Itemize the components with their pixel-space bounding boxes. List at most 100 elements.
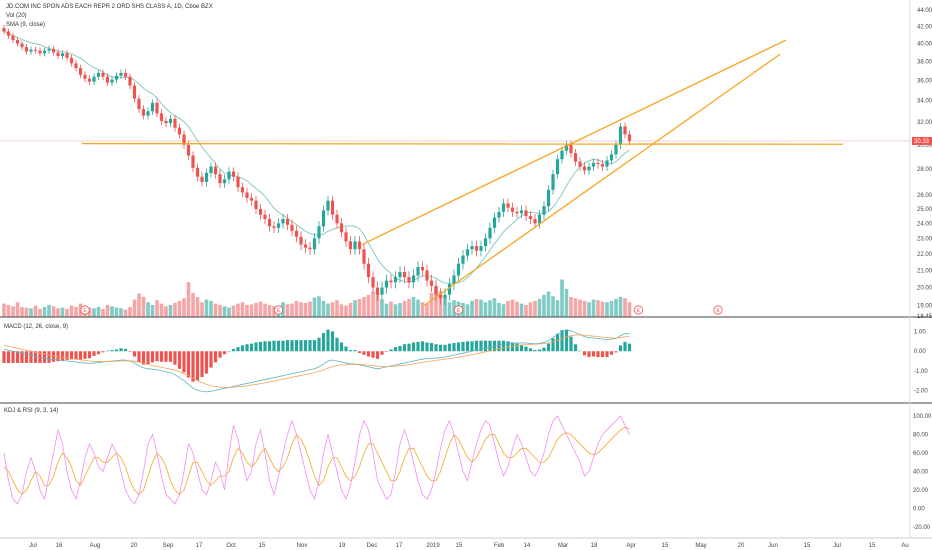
candle-body[interactable] [371, 277, 375, 288]
candle-body[interactable] [249, 197, 254, 201]
candle-body[interactable] [294, 230, 299, 237]
candle-body[interactable] [195, 167, 200, 177]
candle-body[interactable] [240, 187, 245, 193]
candle-body[interactable] [276, 223, 281, 228]
candle-body[interactable] [168, 118, 173, 124]
trendline[interactable] [81, 142, 844, 145]
candle-body[interactable] [29, 49, 33, 52]
candle-body[interactable] [236, 176, 240, 188]
earnings-marker-icon[interactable] [713, 305, 723, 315]
candle-body[interactable] [20, 43, 24, 48]
candle-body[interactable] [69, 57, 74, 64]
candle-body[interactable] [609, 154, 614, 161]
candle-body[interactable] [128, 76, 132, 86]
candle-body[interactable] [209, 166, 213, 173]
symbol-title[interactable]: JD.COM INC SPON ADS EACH REPR 2 ORD SHS … [6, 4, 213, 10]
sma-legend[interactable]: SMA (9, close) [6, 22, 46, 28]
candle-body[interactable] [110, 79, 114, 83]
candle-body[interactable] [65, 53, 69, 58]
earnings-marker-icon[interactable] [633, 305, 644, 315]
candle-body[interactable] [447, 284, 452, 295]
candle-body[interactable] [506, 203, 510, 208]
candle-body[interactable] [452, 275, 456, 285]
earnings-marker-icon[interactable] [80, 305, 90, 315]
candle-body[interactable] [339, 223, 344, 233]
candle-body[interactable] [407, 277, 411, 283]
candle-body[interactable] [353, 241, 357, 250]
trendline[interactable] [423, 53, 781, 307]
candle-body[interactable] [474, 246, 479, 251]
candle-body[interactable] [393, 277, 398, 283]
candle-body[interactable] [141, 109, 146, 116]
candle-body[interactable] [258, 208, 263, 215]
candle-body[interactable] [587, 166, 591, 171]
candle-body[interactable] [200, 176, 204, 182]
candle-body[interactable] [384, 280, 389, 288]
candle-body[interactable] [380, 287, 384, 295]
candle-body[interactable] [420, 267, 425, 271]
candle-body[interactable] [573, 153, 578, 162]
candle-body[interactable] [488, 227, 492, 239]
candle-body[interactable] [11, 35, 15, 41]
candle-body[interactable] [186, 144, 191, 156]
kdj-rsi-legend[interactable]: KDJ & RSI (9, 3, 14) [4, 408, 59, 414]
candle-body[interactable] [123, 72, 128, 77]
candle-body[interactable] [560, 150, 564, 160]
candle-body[interactable] [245, 192, 249, 198]
candle-body[interactable] [555, 159, 560, 175]
candle-body[interactable] [267, 218, 272, 227]
candle-body[interactable] [24, 47, 29, 52]
candle-body[interactable] [74, 63, 78, 69]
candle-body[interactable] [263, 214, 267, 219]
candle-body[interactable] [326, 200, 330, 211]
candle-body[interactable] [335, 214, 339, 224]
candle-body[interactable] [528, 216, 533, 219]
candle-body[interactable] [411, 275, 416, 283]
candle-body[interactable] [591, 162, 596, 167]
candle-body[interactable] [596, 162, 600, 165]
candle-body[interactable] [569, 144, 573, 154]
candle-body[interactable] [357, 241, 362, 250]
candle-body[interactable] [47, 48, 51, 51]
earnings-marker-icon[interactable] [453, 305, 464, 315]
candle-body[interactable] [303, 244, 308, 248]
candle-body[interactable] [348, 241, 353, 250]
candle-body[interactable] [402, 272, 407, 278]
candle-body[interactable] [254, 200, 258, 209]
candle-body[interactable] [33, 49, 38, 51]
candle-body[interactable] [479, 246, 483, 251]
candle-body[interactable] [425, 270, 429, 281]
candle-body[interactable] [510, 207, 515, 212]
candle-body[interactable] [546, 189, 551, 207]
candle-body[interactable] [542, 206, 546, 215]
candle-body[interactable] [281, 218, 285, 224]
candle-body[interactable] [218, 174, 222, 184]
candle-body[interactable] [497, 211, 501, 218]
candle-body[interactable] [177, 127, 182, 135]
candle-body[interactable] [524, 210, 528, 217]
candle-body[interactable] [272, 226, 276, 228]
candle-body[interactable] [375, 287, 380, 295]
candle-body[interactable] [164, 120, 168, 124]
candle-body[interactable] [470, 246, 474, 250]
candle-body[interactable] [429, 280, 434, 286]
candle-body[interactable] [443, 294, 447, 299]
candle-body[interactable] [578, 161, 582, 167]
candle-body[interactable] [231, 171, 236, 177]
candle-body[interactable] [299, 236, 303, 245]
candle-body[interactable] [389, 280, 393, 283]
candle-body[interactable] [605, 160, 609, 167]
candle-body[interactable] [492, 217, 497, 228]
candle-body[interactable] [308, 247, 312, 250]
candle-body[interactable] [483, 238, 488, 247]
candle-body[interactable] [38, 50, 42, 54]
volume-legend[interactable]: Vol (20) [6, 13, 27, 19]
candle-body[interactable] [317, 226, 321, 239]
candle-body[interactable] [146, 111, 150, 116]
candle-body[interactable] [222, 179, 227, 184]
candle-body[interactable] [150, 102, 155, 112]
candle-body[interactable] [56, 52, 60, 57]
candle-body[interactable] [461, 255, 465, 264]
candle-body[interactable] [515, 211, 519, 214]
candle-body[interactable] [6, 31, 11, 36]
